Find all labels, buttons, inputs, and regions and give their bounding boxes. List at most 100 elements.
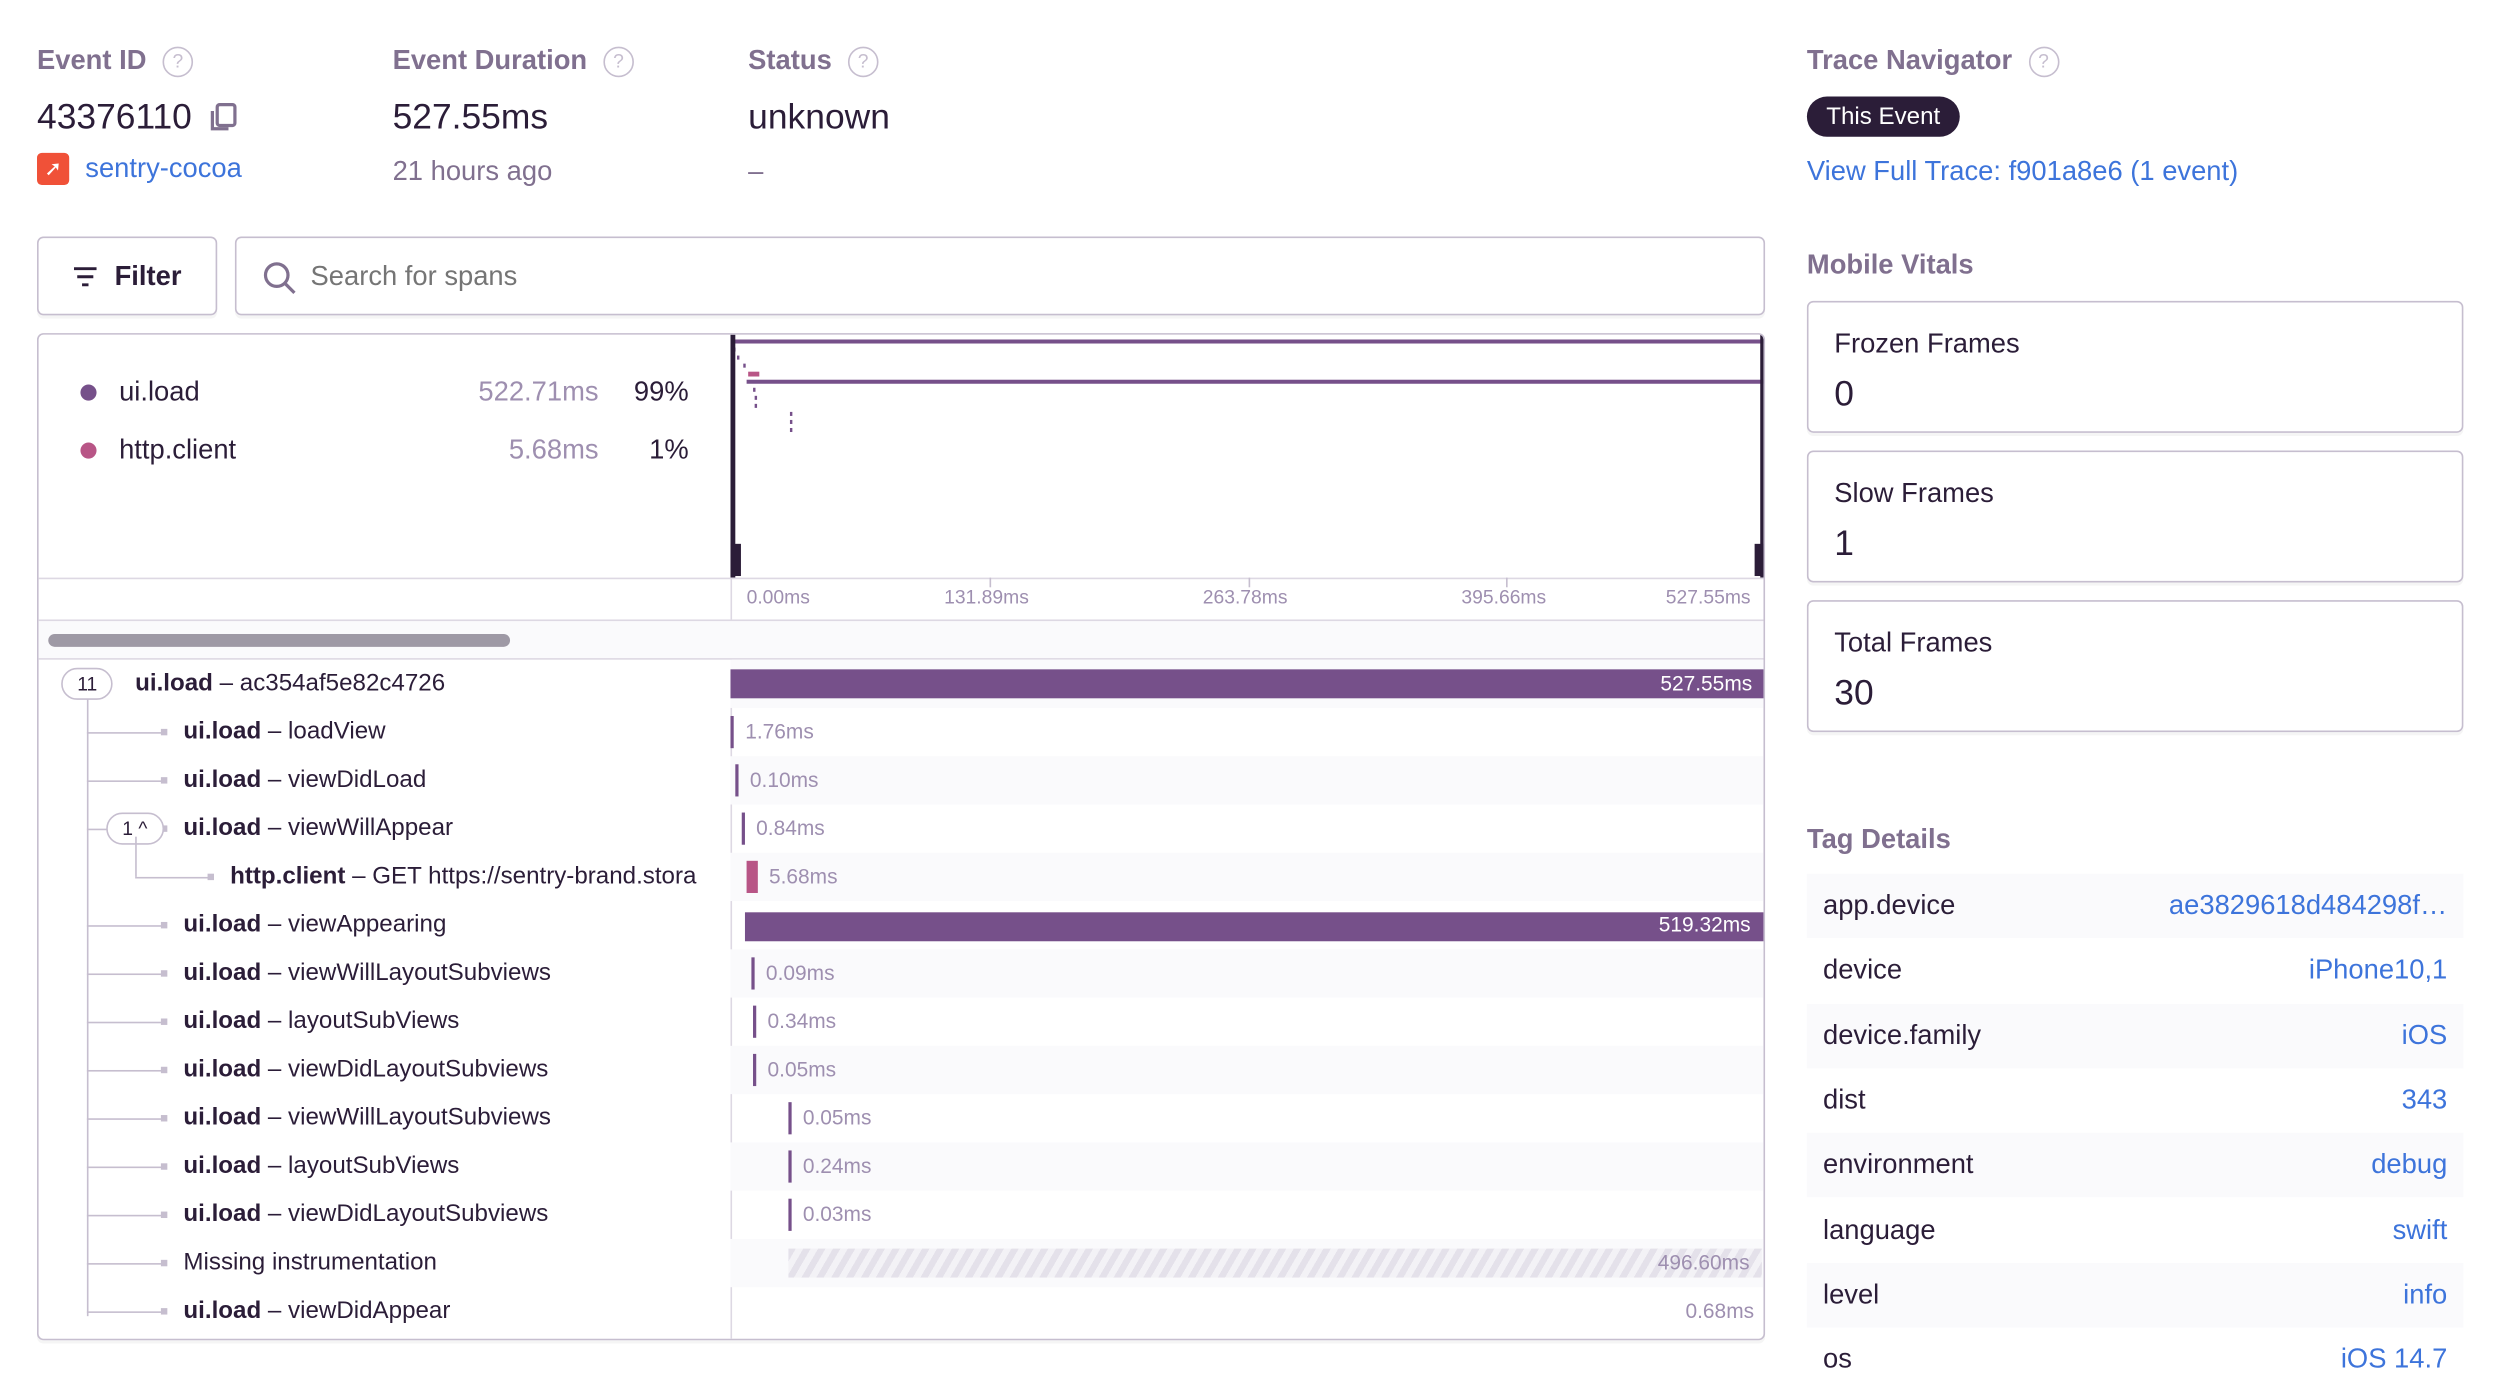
help-icon[interactable]: ? xyxy=(603,45,634,77)
tag-value-link[interactable]: iOS 14.7 xyxy=(2340,1343,2448,1375)
span-name: http.client – GET https://sentry-brand.s… xyxy=(230,862,697,890)
span-bar[interactable] xyxy=(788,1102,792,1135)
minimap-span xyxy=(754,395,758,400)
axis-tick-label: 263.78ms xyxy=(1202,585,1288,609)
status-value: unknown xyxy=(748,96,890,137)
span-row[interactable]: ui.load – viewWillLayoutSubviews 0.09ms xyxy=(39,949,1764,998)
project-link[interactable]: ➚ sentry-cocoa xyxy=(37,152,242,186)
minimap-right-grip[interactable] xyxy=(1754,543,1765,577)
filter-button[interactable]: Filter xyxy=(37,236,218,316)
span-bar[interactable] xyxy=(744,912,1764,942)
span-waterfall: 0.09ms xyxy=(730,949,1764,998)
span-row[interactable]: ui.load – viewDidLayoutSubviews 0.05ms xyxy=(39,1045,1764,1095)
minimap-left-grip[interactable] xyxy=(730,543,741,577)
span-waterfall: 496.60ms xyxy=(730,1238,1764,1288)
span-row[interactable]: ui.load – viewDidAppear 0.68ms xyxy=(39,1287,1765,1335)
tag-row: environment debug xyxy=(1806,1133,2464,1198)
span-bar[interactable] xyxy=(753,1005,757,1038)
minimap[interactable] xyxy=(730,334,1765,578)
span-row[interactable]: Missing instrumentation 496.60ms xyxy=(39,1238,1764,1288)
minimap-span xyxy=(746,379,1764,384)
span-bar[interactable] xyxy=(730,716,734,749)
span-row[interactable]: 1 ^ ui.load – viewWillAppear 0.84ms xyxy=(39,805,1764,853)
view-full-trace-link[interactable]: View Full Trace: f901a8e6 (1 event) xyxy=(1806,156,2239,187)
span-name: ui.load – viewWillAppear xyxy=(183,814,454,842)
span-row[interactable]: 11 ui.load – ac354af5e82c4726 527.55ms xyxy=(39,659,1764,708)
span-bar[interactable] xyxy=(730,669,1764,699)
toggle-children-button[interactable]: 1 ^ xyxy=(106,812,164,845)
help-icon[interactable]: ? xyxy=(847,45,879,77)
span-bar[interactable] xyxy=(735,764,739,797)
tree-connector xyxy=(86,973,165,976)
tag-value-link[interactable]: swift xyxy=(2392,1213,2448,1245)
help-icon[interactable]: ? xyxy=(2028,45,2059,77)
tree-connector xyxy=(86,1214,165,1217)
span-row[interactable]: ui.load – layoutSubViews 0.34ms xyxy=(39,998,1764,1046)
minimap-span xyxy=(736,355,740,360)
span-waterfall: 0.03ms xyxy=(730,1191,1763,1239)
status-sub: – xyxy=(748,156,764,187)
tag-value-link[interactable]: 343 xyxy=(2401,1084,2448,1115)
tag-value-link[interactable]: iOS xyxy=(2401,1019,2448,1051)
tag-row: device iPhone10,1 xyxy=(1822,954,2448,986)
tag-value-link[interactable]: ae3829618d484298f… xyxy=(2168,889,2448,921)
span-bar[interactable] xyxy=(751,957,755,990)
tree-connector xyxy=(86,1166,165,1169)
mobile-vitals-label: Mobile Vitals xyxy=(1806,249,1974,280)
span-bar[interactable] xyxy=(753,1053,757,1087)
this-event-pill[interactable]: This Event xyxy=(1806,96,1960,137)
vital-card: Total Frames 30 xyxy=(1806,600,2464,733)
span-waterfall: 0.10ms xyxy=(730,756,1764,805)
span-bar[interactable] xyxy=(788,1198,792,1231)
span-row[interactable]: ui.load – viewDidLayoutSubviews 0.03ms xyxy=(39,1191,1764,1239)
search-input[interactable] xyxy=(310,254,1727,300)
span-bar[interactable] xyxy=(1764,1295,1765,1327)
span-name: ui.load – ac354af5e82c4726 xyxy=(135,669,446,697)
span-row[interactable]: http.client – GET https://sentry-brand.s… xyxy=(39,836,1764,902)
tree-connector xyxy=(86,925,165,927)
minimap-left-handle[interactable] xyxy=(730,334,736,578)
span-name: ui.load – viewDidAppear xyxy=(183,1296,451,1325)
tag-value-link[interactable]: info xyxy=(2403,1278,2448,1310)
tree-connector xyxy=(86,1311,165,1313)
minimap-span xyxy=(753,387,756,392)
axis-tick-label: 131.89ms xyxy=(944,585,1029,609)
minimap-span xyxy=(743,363,746,368)
span-row[interactable]: ui.load – layoutSubViews 0.24ms xyxy=(39,1142,1764,1191)
swift-icon: ➚ xyxy=(37,152,70,186)
tag-row: dist 343 xyxy=(1822,1084,2448,1115)
tag-row: language swift xyxy=(1822,1213,2448,1245)
help-icon[interactable]: ? xyxy=(162,45,194,77)
vital-card: Slow Frames 1 xyxy=(1806,450,2464,583)
span-name: ui.load – viewWillLayoutSubviews xyxy=(183,958,551,987)
span-search[interactable] xyxy=(234,236,1766,316)
span-waterfall: 0.84ms xyxy=(730,805,1763,853)
span-bar[interactable] xyxy=(746,860,758,893)
axis-tick-label: 0.00ms xyxy=(746,585,810,609)
span-bar[interactable] xyxy=(788,1150,792,1183)
event-id-label: Event ID? xyxy=(37,45,194,77)
span-row[interactable]: ui.load – viewDidLoad 0.10ms xyxy=(39,756,1764,805)
tag-value-link[interactable]: iPhone10,1 xyxy=(2308,954,2448,986)
span-row[interactable]: ui.load – viewWillLayoutSubviews 0.05ms xyxy=(39,1094,1764,1142)
horizontal-scrollbar[interactable] xyxy=(48,633,511,647)
op-row[interactable]: ui.load 522.71ms 99% xyxy=(39,373,731,412)
relative-time: 21 hours ago xyxy=(392,156,553,187)
span-row[interactable]: ui.load – loadView 1.76ms xyxy=(39,708,1764,756)
minimap-right-handle[interactable] xyxy=(1760,334,1765,578)
span-name: ui.load – layoutSubViews xyxy=(183,1007,460,1035)
span-waterfall: 0.34ms xyxy=(730,998,1763,1046)
tag-value-link[interactable]: debug xyxy=(2371,1149,2448,1180)
span-waterfall: 527.55ms xyxy=(730,659,1764,708)
missing-instrumentation-bar[interactable] xyxy=(788,1248,1763,1278)
tag-row: app.device ae3829618d484298f… xyxy=(1806,873,2464,939)
minimap-span xyxy=(789,419,793,424)
axis-tick-label: 395.66ms xyxy=(1461,585,1547,609)
span-row[interactable]: ui.load – viewAppearing 519.32ms xyxy=(39,901,1764,949)
span-name: ui.load – loadView xyxy=(183,717,386,745)
copy-icon[interactable] xyxy=(208,101,240,133)
toggle-children-button[interactable]: 11 xyxy=(61,667,114,700)
span-bar[interactable] xyxy=(741,812,745,845)
minimap-span xyxy=(732,339,1764,344)
op-row[interactable]: http.client 5.68ms 1% xyxy=(39,431,731,470)
